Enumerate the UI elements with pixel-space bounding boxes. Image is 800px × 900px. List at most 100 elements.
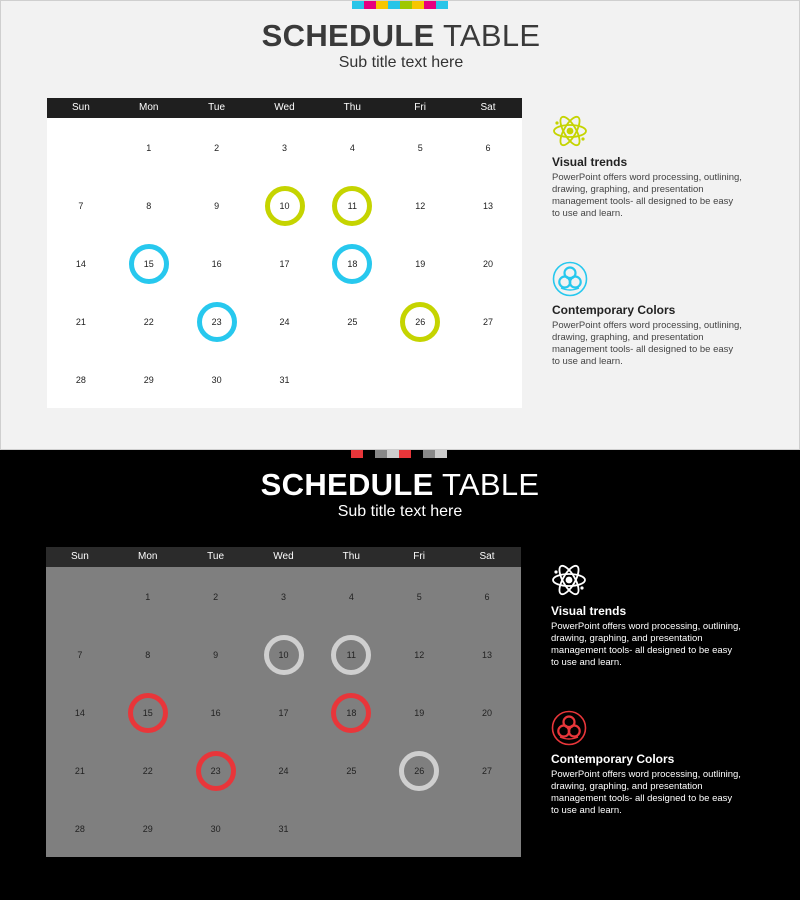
calendar-grid: 1 2 3 4 5 6 7 8 9 10 11 12 13 14 15 16 17 18 19 20 21 22 23 24 2… [47, 118, 522, 408]
calendar-day-highlighted[interactable]: 18 [332, 244, 373, 284]
atom-icon [551, 562, 587, 598]
calendar-day[interactable]: 29 [143, 375, 154, 385]
calendar-day[interactable]: 24 [278, 766, 289, 776]
calendar-day[interactable]: 30 [211, 375, 222, 385]
calendar-day-highlighted[interactable]: 15 [127, 693, 168, 733]
weekday-label: Sat [480, 102, 496, 113]
calendar-day[interactable]: 12 [415, 201, 426, 211]
slide-title: SCHEDULE TABLE [0, 468, 800, 502]
info-item-visual-trends: Visual trends PowerPoint offers word pro… [552, 113, 742, 220]
calendar-day[interactable]: 6 [485, 143, 491, 153]
calendar-day[interactable]: 14 [74, 708, 85, 718]
calendar-day-highlighted[interactable]: 11 [331, 635, 372, 675]
calendar-day-highlighted[interactable]: 26 [400, 302, 441, 342]
calendar-day[interactable]: 21 [74, 766, 85, 776]
weekday-label: Mon [139, 102, 159, 113]
calendar-day[interactable]: 8 [146, 201, 152, 211]
calendar-day[interactable]: 1 [146, 143, 152, 153]
calendar-day[interactable]: 5 [416, 592, 422, 602]
calendar-day[interactable]: 25 [347, 317, 358, 327]
calendar-day[interactable]: 30 [210, 824, 221, 834]
calendar-day[interactable]: 27 [482, 766, 493, 776]
strip-swatch [424, 1, 436, 9]
info-item-contemporary-colors: Contemporary Colors PowerPoint offers wo… [551, 710, 741, 817]
info-item-contemporary-colors: Contemporary Colors PowerPoint offers wo… [552, 261, 742, 368]
calendar-day[interactable]: 20 [482, 708, 493, 718]
calendar-day[interactable]: 2 [213, 592, 219, 602]
calendar-day[interactable]: 17 [278, 708, 289, 718]
calendar-day[interactable]: 16 [210, 708, 221, 718]
calendar-day[interactable]: 20 [483, 259, 494, 269]
strip-swatch [352, 1, 364, 9]
weekday-label: Thu [342, 551, 360, 562]
strip-swatch [411, 450, 423, 458]
calendar-day[interactable]: 27 [483, 317, 494, 327]
calendar-day[interactable]: 29 [142, 824, 153, 834]
calendar: Sun Mon Tue Wed Thu Fri Sat 1 2 3 4 5 6 7 8 9 10 11 12 13 1… [46, 547, 521, 857]
weekday-label: Wed [274, 102, 295, 113]
calendar-day[interactable]: 19 [414, 708, 425, 718]
calendar-day[interactable]: 5 [417, 143, 423, 153]
calendar-day-highlighted[interactable]: 18 [331, 693, 372, 733]
calendar-day-highlighted[interactable]: 23 [195, 751, 236, 791]
calendar-day[interactable]: 17 [279, 259, 290, 269]
calendar-day[interactable]: 9 [213, 650, 219, 660]
calendar-day[interactable]: 19 [415, 259, 426, 269]
slide-subtitle: Sub title text here [337, 503, 463, 520]
info-heading: Contemporary Colors [551, 752, 675, 766]
calendar-day[interactable]: 2 [214, 143, 220, 153]
calendar-day[interactable]: 16 [211, 259, 222, 269]
calendar-day[interactable]: 25 [346, 766, 357, 776]
calendar-day[interactable]: 1 [145, 592, 151, 602]
color-strip [351, 450, 447, 458]
weekday-label: Tue [207, 551, 225, 562]
strip-swatch [388, 1, 400, 9]
calendar-day[interactable]: 3 [280, 592, 286, 602]
calendar-day[interactable]: 24 [279, 317, 290, 327]
biohazard-icon [551, 710, 587, 746]
info-text: PowerPoint offers word processing, outli… [551, 621, 741, 668]
calendar-day-highlighted[interactable]: 15 [128, 244, 169, 284]
calendar-day[interactable]: 13 [483, 201, 494, 211]
calendar-day[interactable]: 14 [75, 259, 86, 269]
calendar-day[interactable]: 22 [142, 766, 153, 776]
biohazard-icon [552, 261, 588, 297]
calendar-day[interactable]: 21 [75, 317, 86, 327]
calendar-day[interactable]: 9 [214, 201, 220, 211]
calendar-day[interactable]: 7 [78, 201, 84, 211]
info-text: PowerPoint offers word processing, outli… [552, 172, 742, 219]
strip-swatch [399, 450, 411, 458]
calendar-day[interactable]: 31 [278, 824, 289, 834]
calendar-day[interactable]: 28 [75, 375, 86, 385]
calendar-day-highlighted[interactable]: 26 [399, 751, 440, 791]
calendar-day[interactable]: 28 [74, 824, 85, 834]
info-heading: Visual trends [552, 155, 628, 169]
calendar-day[interactable]: 8 [145, 650, 151, 660]
calendar-day[interactable]: 7 [77, 650, 83, 660]
calendar-day[interactable]: 13 [482, 650, 493, 660]
calendar-day[interactable]: 22 [143, 317, 154, 327]
calendar-day[interactable]: 3 [281, 143, 287, 153]
calendar-header: Sun Mon Tue Wed Thu Fri Sat [47, 98, 522, 118]
weekday-label: Wed [273, 551, 294, 562]
calendar-day-highlighted[interactable]: 10 [264, 186, 305, 226]
calendar-day[interactable]: 6 [484, 592, 490, 602]
calendar-header: Sun Mon Tue Wed Thu Fri Sat [46, 547, 521, 567]
calendar-day-highlighted[interactable]: 11 [332, 186, 373, 226]
weekday-label: Sun [71, 551, 89, 562]
calendar-day[interactable]: 31 [279, 375, 290, 385]
calendar-day[interactable]: 4 [348, 592, 354, 602]
title-bold: SCHEDULE [261, 18, 435, 53]
calendar-day[interactable]: 4 [349, 143, 355, 153]
info-heading: Contemporary Colors [552, 303, 676, 317]
strip-swatch [387, 450, 399, 458]
atom-icon [552, 113, 588, 149]
calendar-day-highlighted[interactable]: 23 [196, 302, 237, 342]
calendar-day[interactable]: 12 [414, 650, 425, 660]
weekday-label: Tue [208, 102, 226, 113]
slide-title: SCHEDULE TABLE [1, 18, 799, 53]
strip-swatch [363, 450, 375, 458]
calendar-day-highlighted[interactable]: 10 [263, 635, 304, 675]
slide-dark: SCHEDULE TABLE Sub title text here Sun Mo… [0, 450, 800, 900]
strip-swatch [351, 450, 363, 458]
